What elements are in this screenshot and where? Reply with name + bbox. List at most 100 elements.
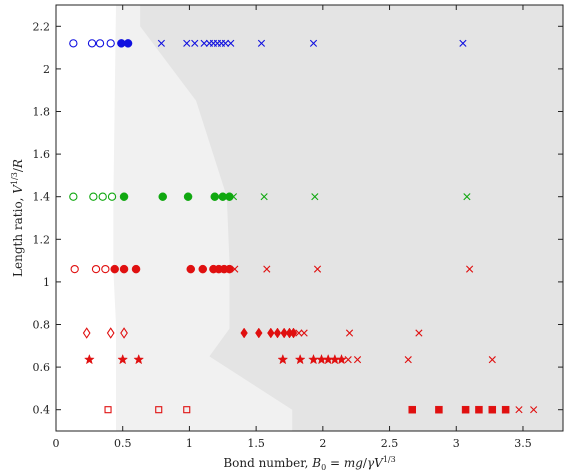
red-filled-circle-point [119,264,129,274]
red-filled-square-point [435,405,443,414]
green-open-circle-point [89,192,98,201]
regions [113,5,563,431]
blue-cross-point [309,39,318,47]
red-open-circle-point [101,264,110,274]
red-cross-point [231,265,239,273]
markers [69,39,538,414]
red-star-point [294,353,306,365]
x-tick-label: 1 [186,437,193,450]
y-tick-label: 2 [43,63,50,76]
red-filled-circle-point [225,264,234,274]
red-filled-square-point [461,405,470,414]
red-open-diamond-point [82,327,91,339]
blue-cross-point [257,39,266,47]
y-tick-label: 1 [43,276,50,289]
red-star-point [277,353,289,365]
red-filled-square-point [488,405,497,414]
red-open-circle-point [91,264,101,274]
green-cross-point [229,193,238,201]
blue-cross-point [459,39,467,47]
red-open-square-point [155,406,163,414]
x-tick-label: 0 [53,437,60,450]
red-filled-diamond-point [267,327,275,339]
red-cross-point [344,356,352,364]
y-tick-label: 1.6 [33,148,51,161]
blue-cross-point [227,39,235,47]
blue-open-circle-point [87,39,97,48]
y-tick-label: 1.4 [33,191,51,204]
red-filled-square-point [501,405,510,414]
blue-open-circle-point [95,39,105,48]
blue-cross-point [200,39,208,47]
green-filled-circle-point [225,192,234,201]
green-cross-point [260,193,268,201]
red-filled-diamond-point [273,327,282,339]
red-cross-point [466,265,474,273]
red-cross-point [404,356,412,364]
y-tick-label: 0.8 [33,319,51,332]
red-open-diamond-point [120,327,128,339]
red-open-square-point [183,406,191,414]
red-cross-point [300,329,308,337]
red-filled-diamond-point [280,327,288,339]
red-open-circle-point [70,264,79,274]
red-star-point [117,353,129,365]
green-filled-circle-point [119,192,129,201]
red-star-point [133,353,145,365]
x-tick-label: 3.5 [514,437,532,450]
green-cross-point [463,193,471,201]
red-cross-point [488,356,496,364]
y-tick-label: 0.6 [33,361,51,374]
red-filled-circle-point [110,264,119,274]
x-tick-label: 3 [453,437,460,450]
green-cross-point [311,193,319,201]
red-cross-point [345,329,354,337]
red-cross-point [295,329,303,337]
blue-cross-point [221,39,230,47]
red-filled-diamond-point [255,327,263,339]
x-tick-label: 1.5 [247,437,265,450]
red-open-diamond-point [106,327,115,339]
plot-frame [55,4,564,432]
x-tick-label: 0.5 [114,437,132,450]
blue-cross-point [191,39,199,47]
y-axis-label: Length ratio, V1/3/R [10,159,25,277]
x-tick-label: 2 [319,437,326,450]
red-cross-point [515,406,523,414]
x-tick-label: 2.5 [381,437,399,450]
green-filled-circle-point [183,192,193,201]
green-open-circle-point [107,192,117,201]
red-cross-point [530,406,538,414]
x-axis-label: Bond number, B0 = mg/γV1/3 [223,455,395,472]
red-filled-diamond-point [240,327,248,339]
red-filled-square-point [475,405,483,414]
red-filled-circle-point [198,264,208,274]
blue-open-circle-point [69,39,78,48]
red-cross-point [353,356,362,364]
blue-cross-point [183,39,191,47]
green-filled-circle-point [158,192,167,201]
red-open-square-point [104,406,112,414]
y-tick-label: 1.8 [33,106,51,119]
green-open-circle-point [98,192,107,201]
axes: 0 0.5 1 1.5 2 2.5 3 3.5 0.4 0.6 0.8 1 1.2 1.4 1.6 1.8 2 2… [33,5,563,450]
blue-open-circle-point [106,39,115,48]
y-tick-label: 2.2 [33,20,51,33]
red-cross-point [313,265,322,273]
red-cross-point [263,265,271,273]
red-filled-diamond-point [289,327,298,339]
red-star-point [83,353,95,365]
red-filled-circle-point [186,264,196,274]
red-star-point [336,353,347,365]
red-filled-square-point [408,405,416,414]
green-open-circle-point [69,192,78,201]
red-filled-circle-point [131,264,141,274]
blue-cross-point [157,39,165,47]
green-filled-circle-point [210,192,220,201]
blue-filled-circle-point [123,39,133,48]
y-tick-label: 1.2 [33,233,51,246]
y-tick-label: 0.4 [33,404,51,417]
red-cross-point [415,329,423,337]
region-dark [140,5,563,431]
